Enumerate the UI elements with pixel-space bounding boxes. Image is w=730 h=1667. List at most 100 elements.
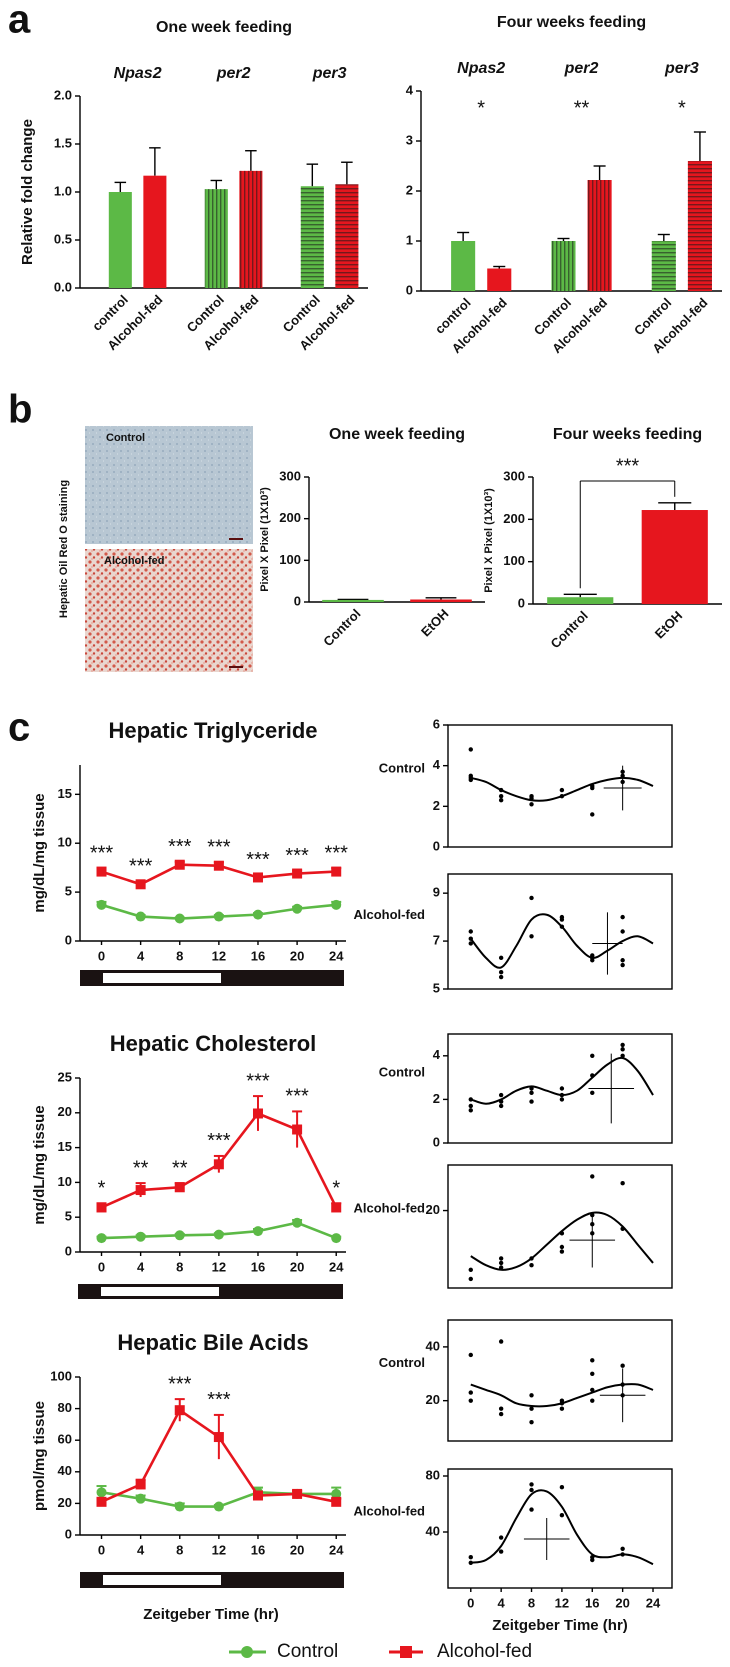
point — [559, 1097, 565, 1102]
x-tick-label: 20 — [290, 948, 304, 963]
x-axis-label: Zeitgeber Time (hr) — [143, 1606, 279, 1623]
y-tick-label: 0 — [294, 593, 301, 608]
fit-curve — [470, 1489, 654, 1566]
point — [498, 974, 504, 980]
point — [559, 917, 565, 922]
plot-frame — [447, 873, 673, 990]
bar-hatch — [239, 170, 263, 288]
y-tick-label: 15 — [58, 1139, 72, 1154]
group-label: per2 — [564, 60, 599, 77]
point — [498, 1535, 504, 1540]
y-axis-label: mg/dL/mg tissue — [31, 1105, 48, 1224]
point — [620, 958, 625, 963]
y-tick-label: 5 — [65, 1209, 72, 1224]
point — [468, 1103, 473, 1109]
x-tick-label: 24 — [329, 1542, 344, 1557]
point — [529, 1099, 534, 1104]
marker — [213, 1229, 224, 1240]
y-tick-label: 7 — [433, 933, 440, 948]
bar-hatch — [204, 189, 228, 288]
point — [468, 1398, 473, 1403]
y-tick-label: 0.0 — [54, 279, 72, 294]
marker — [174, 1230, 185, 1241]
marker — [174, 913, 185, 924]
group-label: per3 — [312, 65, 347, 82]
x-tick-label: 12 — [555, 1595, 569, 1610]
point — [590, 958, 595, 963]
point — [498, 1092, 504, 1098]
point — [498, 1339, 504, 1344]
plot-frame — [447, 724, 673, 848]
point — [529, 1086, 534, 1091]
y-tick-label: 40 — [58, 1463, 72, 1478]
bar — [410, 599, 472, 602]
marker — [96, 1233, 107, 1244]
x-tick-label: 4 — [137, 948, 145, 963]
point — [590, 1557, 595, 1563]
y-axis-label: Pixel X Pixel (1X10³) — [259, 487, 271, 592]
y-tick-label: 5 — [65, 884, 72, 899]
significance: *** — [168, 836, 192, 858]
scale-bar — [229, 666, 243, 668]
y-tick-label: 200 — [503, 511, 525, 526]
marker — [213, 1501, 224, 1512]
group-label: Npas2 — [114, 65, 162, 82]
chart-title: Four weeks feeding — [553, 426, 702, 443]
x-tick-label: EtOH — [652, 608, 686, 642]
bar-hatch — [551, 241, 576, 291]
point — [590, 1174, 595, 1179]
point — [590, 1387, 595, 1393]
image-label: Alcohol-fed — [104, 555, 165, 567]
y-tick-label: 100 — [503, 553, 525, 568]
x-tick-label: 0 — [98, 1259, 105, 1274]
light-dark-bar — [78, 970, 344, 1588]
y-tick-label: 40 — [426, 1523, 440, 1538]
x-tick-label: 12 — [212, 1542, 226, 1557]
group-label: per2 — [216, 65, 251, 82]
row-label: Alcohol-fed — [354, 1201, 426, 1216]
y-tick-label: 4 — [433, 1047, 441, 1062]
point — [498, 1260, 504, 1266]
marker — [292, 1217, 303, 1228]
fit-curve — [470, 1211, 654, 1271]
x-tick-label: 0 — [467, 1595, 474, 1610]
point — [529, 793, 534, 799]
y-tick-label: 1 — [406, 232, 413, 247]
legend-marker — [400, 1646, 412, 1658]
staining-label: Hepatic Oil Red O staining — [58, 480, 70, 618]
y-tick-label: 0 — [65, 932, 72, 947]
bar-hatch — [651, 241, 676, 291]
bar — [322, 599, 384, 602]
marker — [331, 899, 342, 910]
y-tick-label: 3 — [406, 132, 413, 147]
point — [620, 1546, 625, 1552]
x-tick-label: 0 — [98, 948, 105, 963]
point — [529, 934, 534, 939]
marker — [174, 1501, 185, 1512]
marker — [96, 1202, 107, 1213]
bar-hatch — [300, 186, 324, 288]
marker — [252, 1108, 263, 1119]
marker — [96, 1496, 107, 1507]
x-tick-label: 8 — [176, 1259, 183, 1274]
point — [529, 802, 534, 807]
point — [590, 1358, 595, 1363]
fit-curve — [470, 1056, 654, 1105]
marker — [292, 1488, 303, 1499]
y-tick-label: 5 — [433, 980, 440, 995]
marker — [292, 868, 303, 879]
point — [559, 1513, 565, 1518]
point — [529, 895, 534, 901]
y-tick-label: 0 — [518, 595, 525, 610]
significance: * — [332, 1178, 340, 1200]
marker — [96, 866, 107, 877]
y-tick-label: 2 — [433, 1091, 440, 1106]
point — [529, 1487, 534, 1493]
row-label: Control — [379, 1355, 425, 1370]
marker — [252, 1226, 263, 1237]
y-tick-label: 80 — [58, 1400, 72, 1415]
point — [498, 1411, 504, 1417]
point — [468, 929, 473, 934]
y-axis-label: Relative fold change — [19, 119, 36, 265]
x-tick-label: Control — [548, 608, 591, 651]
